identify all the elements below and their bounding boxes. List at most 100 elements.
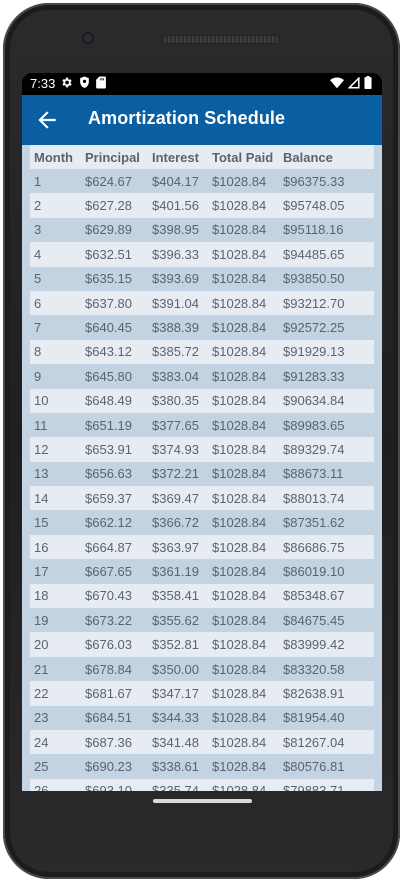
cell-month: 7 — [30, 315, 81, 340]
header-balance: Balance — [279, 145, 374, 169]
cell-balance: $93212.70 — [279, 290, 374, 316]
cell-balance: $88673.11 — [279, 461, 374, 487]
table-row: 10 $648.49 $380.35 $1028.84 $90634.84 — [30, 388, 374, 413]
cell-total-paid: $1028.84 — [208, 486, 279, 511]
cell-month: 19 — [30, 608, 81, 633]
cell-month: 16 — [30, 534, 81, 560]
cell-interest: $338.61 — [148, 754, 208, 779]
cell-principal: $681.67 — [81, 681, 148, 706]
amortization-table-container[interactable]: Month Principal Interest Total Paid Bala… — [22, 145, 382, 791]
cell-total-paid: $1028.84 — [208, 534, 279, 560]
cell-principal: $673.22 — [81, 608, 148, 633]
cell-month: 14 — [30, 486, 81, 511]
cell-month: 15 — [30, 510, 81, 535]
cell-total-paid: $1028.84 — [208, 193, 279, 218]
cell-balance: $95118.16 — [279, 217, 374, 243]
cell-principal: $629.89 — [81, 217, 148, 243]
table-row: 3 $629.89 $398.95 $1028.84 $95118.16 — [30, 217, 374, 243]
cell-balance: $85348.67 — [279, 583, 374, 609]
app-bar: Amortization Schedule — [22, 95, 382, 145]
cell-principal: $667.65 — [81, 559, 148, 584]
cell-interest: $377.65 — [148, 412, 208, 438]
cell-month: 25 — [30, 754, 81, 779]
cell-principal: $659.37 — [81, 486, 148, 511]
cell-balance: $93850.50 — [279, 266, 374, 291]
cell-month: 6 — [30, 290, 81, 316]
cell-interest: $341.48 — [148, 729, 208, 755]
cell-total-paid: $1028.84 — [208, 266, 279, 291]
cell-month: 17 — [30, 559, 81, 584]
table-row: 11 $651.19 $377.65 $1028.84 $89983.65 — [30, 412, 374, 438]
cell-total-paid: $1028.84 — [208, 705, 279, 730]
table-body: 1 $624.67 $404.17 $1028.84 $96375.33 2 $627.28… — [30, 169, 374, 791]
table-row: 15 $662.12 $366.72 $1028.84 $87351.62 — [30, 510, 374, 535]
cell-interest: $383.04 — [148, 364, 208, 389]
cell-principal: $687.36 — [81, 729, 148, 755]
cell-total-paid: $1028.84 — [208, 681, 279, 706]
cell-total-paid: $1028.84 — [208, 778, 279, 791]
cell-balance: $96375.33 — [279, 169, 374, 194]
cell-interest: $380.35 — [148, 388, 208, 413]
table-row: 14 $659.37 $369.47 $1028.84 $88013.74 — [30, 486, 374, 511]
cell-interest: $361.19 — [148, 559, 208, 584]
cell-principal: $690.23 — [81, 754, 148, 779]
cell-interest: $344.33 — [148, 705, 208, 730]
cell-month: 18 — [30, 583, 81, 609]
home-gesture-handle[interactable] — [153, 799, 252, 803]
cell-principal: $624.67 — [81, 169, 148, 194]
arrow-back-icon — [38, 111, 56, 129]
cell-month: 22 — [30, 681, 81, 706]
table-row: 5 $635.15 $393.69 $1028.84 $93850.50 — [30, 266, 374, 291]
cell-principal: $684.51 — [81, 705, 148, 730]
table-row: 13 $656.63 $372.21 $1028.84 $88673.11 — [30, 461, 374, 487]
table-row: 16 $664.87 $363.97 $1028.84 $86686.75 — [30, 534, 374, 560]
cell-balance: $87351.62 — [279, 510, 374, 535]
amortization-table: Month Principal Interest Total Paid Bala… — [30, 145, 374, 791]
cell-balance: $90634.84 — [279, 388, 374, 413]
cell-month: 23 — [30, 705, 81, 730]
table-row: 8 $643.12 $385.72 $1028.84 $91929.13 — [30, 339, 374, 365]
cell-interest: $366.72 — [148, 510, 208, 535]
cell-month: 8 — [30, 339, 81, 365]
cell-month: 13 — [30, 461, 81, 487]
cell-interest: $393.69 — [148, 266, 208, 291]
header-month: Month — [30, 145, 81, 169]
cell-balance: $80576.81 — [279, 754, 374, 779]
cell-interest: $347.17 — [148, 681, 208, 706]
table-row: 25 $690.23 $338.61 $1028.84 $80576.81 — [30, 754, 374, 779]
cell-principal: $678.84 — [81, 656, 148, 682]
cell-principal: $627.28 — [81, 193, 148, 218]
cell-month: 5 — [30, 266, 81, 291]
cell-balance: $81267.04 — [279, 729, 374, 755]
table-row: 22 $681.67 $347.17 $1028.84 $82638.91 — [30, 681, 374, 706]
cell-month: 20 — [30, 632, 81, 657]
cell-interest: $404.17 — [148, 169, 208, 194]
cell-total-paid: $1028.84 — [208, 364, 279, 389]
table-row: 2 $627.28 $401.56 $1028.84 $95748.05 — [30, 193, 374, 218]
cell-interest: $396.33 — [148, 242, 208, 267]
gear-icon — [62, 77, 72, 88]
cell-total-paid: $1028.84 — [208, 242, 279, 267]
cell-principal: $632.51 — [81, 242, 148, 267]
cell-interest: $401.56 — [148, 193, 208, 218]
cell-total-paid: $1028.84 — [208, 608, 279, 633]
cell-total-paid: $1028.84 — [208, 632, 279, 657]
table-row: 12 $653.91 $374.93 $1028.84 $89329.74 — [30, 437, 374, 462]
back-button[interactable] — [34, 107, 60, 133]
cell-total-paid: $1028.84 — [208, 388, 279, 413]
cell-balance: $94485.65 — [279, 242, 374, 267]
cell-total-paid: $1028.84 — [208, 461, 279, 487]
cell-interest: $335.74 — [148, 778, 208, 791]
cell-principal: $635.15 — [81, 266, 148, 291]
table-row: 18 $670.43 $358.41 $1028.84 $85348.67 — [30, 583, 374, 609]
cell-interest: $355.62 — [148, 608, 208, 633]
cell-principal: $640.45 — [81, 315, 148, 340]
sd-card-icon — [96, 76, 106, 89]
cell-balance: $82638.91 — [279, 681, 374, 706]
table-row: 9 $645.80 $383.04 $1028.84 $91283.33 — [30, 364, 374, 389]
cell-total-paid: $1028.84 — [208, 315, 279, 340]
cell-month: 4 — [30, 242, 81, 267]
cell-month: 11 — [30, 412, 81, 438]
cell-total-paid: $1028.84 — [208, 656, 279, 682]
table-row: 19 $673.22 $355.62 $1028.84 $84675.45 — [30, 608, 374, 633]
